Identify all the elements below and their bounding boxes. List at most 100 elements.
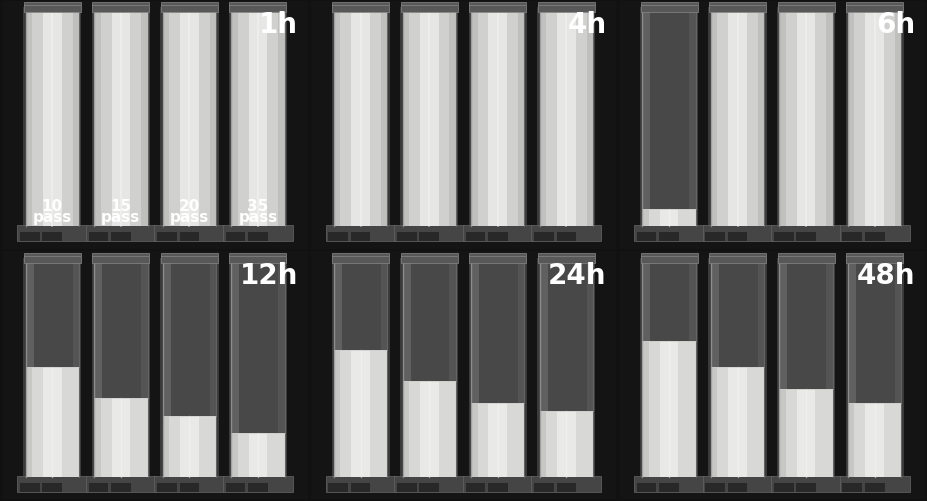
- Bar: [642, 8, 695, 209]
- Bar: [660, 209, 679, 227]
- Bar: [161, 257, 218, 258]
- Bar: [92, 8, 150, 227]
- Bar: [471, 8, 525, 227]
- Bar: [95, 258, 102, 398]
- Bar: [89, 233, 108, 241]
- Bar: [222, 476, 293, 492]
- Bar: [95, 258, 147, 398]
- Text: 12h: 12h: [240, 262, 298, 290]
- Bar: [229, 8, 287, 227]
- Bar: [556, 483, 577, 492]
- Bar: [419, 483, 439, 492]
- Bar: [642, 209, 649, 227]
- Bar: [226, 483, 246, 492]
- Bar: [471, 8, 477, 227]
- Bar: [865, 233, 884, 241]
- Bar: [24, 3, 81, 13]
- Bar: [780, 258, 787, 390]
- Bar: [540, 411, 546, 477]
- Bar: [381, 8, 387, 227]
- Bar: [518, 8, 525, 227]
- Text: 1h: 1h: [260, 12, 298, 40]
- Bar: [397, 483, 416, 492]
- Bar: [471, 258, 525, 403]
- Bar: [332, 6, 389, 7]
- Bar: [866, 403, 884, 477]
- Bar: [709, 3, 766, 13]
- Bar: [895, 8, 901, 227]
- Bar: [518, 258, 525, 403]
- Bar: [469, 8, 527, 227]
- Bar: [400, 257, 458, 258]
- Bar: [43, 368, 61, 477]
- Bar: [160, 258, 219, 477]
- Bar: [711, 258, 764, 368]
- Bar: [848, 403, 901, 477]
- Bar: [659, 233, 679, 241]
- Bar: [711, 368, 717, 477]
- Bar: [690, 258, 695, 341]
- Text: pass: pass: [101, 209, 141, 224]
- Bar: [660, 341, 679, 477]
- Bar: [72, 8, 79, 227]
- Bar: [846, 3, 903, 13]
- Bar: [531, 476, 602, 492]
- Bar: [93, 3, 149, 13]
- Bar: [86, 476, 156, 492]
- Bar: [843, 483, 862, 492]
- Bar: [771, 225, 841, 241]
- Bar: [709, 257, 766, 258]
- Bar: [402, 258, 411, 381]
- Bar: [210, 258, 216, 416]
- Bar: [642, 258, 695, 341]
- Bar: [20, 233, 40, 241]
- Text: 4h: 4h: [567, 12, 606, 40]
- Bar: [895, 258, 901, 403]
- Bar: [400, 254, 458, 264]
- Text: pass: pass: [238, 209, 277, 224]
- Bar: [538, 258, 595, 477]
- Bar: [846, 254, 903, 264]
- Bar: [711, 8, 717, 227]
- Bar: [450, 258, 456, 381]
- Bar: [538, 257, 595, 258]
- Bar: [703, 476, 772, 492]
- Bar: [708, 8, 767, 227]
- Bar: [642, 209, 695, 227]
- Bar: [180, 233, 199, 241]
- Bar: [703, 225, 772, 241]
- Bar: [420, 8, 438, 227]
- Bar: [728, 233, 747, 241]
- Bar: [777, 8, 835, 227]
- Bar: [848, 258, 901, 403]
- Bar: [780, 8, 832, 227]
- Bar: [230, 6, 286, 7]
- Bar: [826, 8, 832, 227]
- Bar: [641, 6, 697, 7]
- Bar: [540, 8, 593, 227]
- Bar: [531, 225, 602, 241]
- Text: 15: 15: [110, 198, 132, 213]
- Bar: [777, 258, 835, 477]
- Bar: [155, 476, 224, 492]
- Bar: [840, 225, 909, 241]
- Bar: [540, 258, 593, 411]
- Bar: [826, 258, 832, 390]
- Bar: [328, 483, 348, 492]
- Bar: [540, 8, 546, 227]
- Bar: [111, 483, 131, 492]
- Bar: [229, 258, 287, 477]
- Bar: [637, 483, 656, 492]
- Bar: [420, 381, 438, 477]
- Text: pass: pass: [32, 209, 72, 224]
- Bar: [843, 233, 862, 241]
- Bar: [637, 233, 656, 241]
- Bar: [26, 368, 79, 477]
- Bar: [232, 433, 285, 477]
- Bar: [325, 225, 396, 241]
- Bar: [43, 8, 61, 227]
- Bar: [26, 8, 32, 227]
- Bar: [797, 8, 816, 227]
- Bar: [26, 258, 33, 368]
- Bar: [641, 3, 697, 13]
